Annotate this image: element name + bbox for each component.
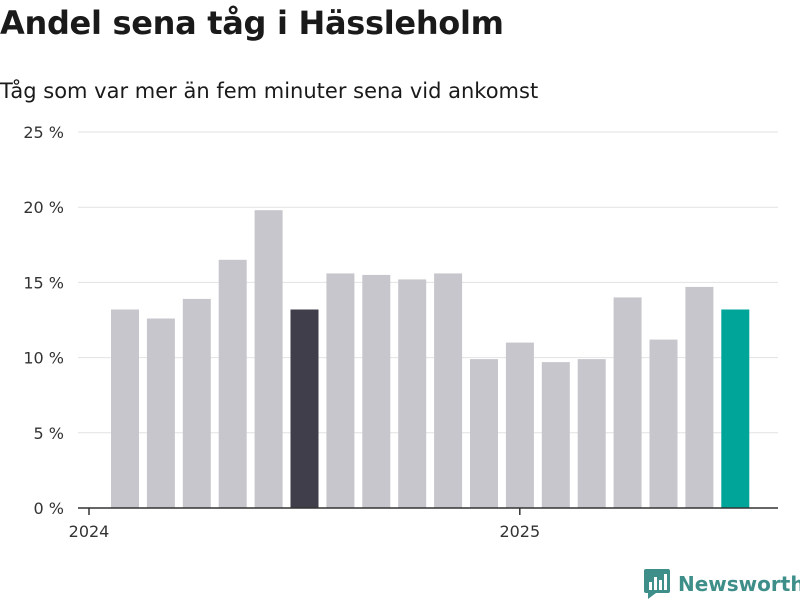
y-tick-label: 5 % xyxy=(34,424,64,443)
y-axis-labels: 0 % 5 % 10 % 15 % 20 % 25 % xyxy=(23,123,64,518)
bar-2025-01 xyxy=(541,362,570,508)
chart-title: Andel sena tåg i Hässleholm xyxy=(0,4,504,42)
bar-2025-06 xyxy=(721,309,750,508)
bar-2024-02 xyxy=(146,318,175,508)
bar-2024-09 xyxy=(398,279,427,508)
newsworthy-logo: Newsworthy xyxy=(644,569,800,599)
x-tick-label: 2025 xyxy=(499,522,540,541)
bar-2024-03 xyxy=(182,298,211,508)
bar-2024-10 xyxy=(434,273,463,508)
x-axis: 2024 2025 xyxy=(69,507,778,541)
bars xyxy=(111,210,750,508)
y-tick-label: 10 % xyxy=(23,349,64,368)
bar-2024-08 xyxy=(362,274,391,508)
y-tick-label: 15 % xyxy=(23,273,64,292)
bar-chart: 0 % 5 % 10 % 15 % 20 % 25 % 2024 2025 xyxy=(23,123,778,541)
x-tick-label: 2024 xyxy=(69,522,110,541)
newsworthy-chart-icon xyxy=(644,569,670,599)
bar-2024-11 xyxy=(470,359,498,508)
y-tick-label: 25 % xyxy=(23,123,64,142)
bar-2025-03 xyxy=(613,297,642,508)
bar-2024-05 xyxy=(254,210,283,508)
chart-subtitle: Tåg som var mer än fem minuter sena vid … xyxy=(0,79,539,103)
bar-2024-04 xyxy=(218,259,247,508)
bar-2025-04 xyxy=(649,339,678,508)
bar-2025-05 xyxy=(685,286,714,508)
bar-2024-07 xyxy=(326,273,355,508)
y-tick-label: 20 % xyxy=(23,198,64,217)
bar-2024-06 xyxy=(290,309,319,508)
bar-2024-01 xyxy=(111,309,139,508)
bar-2025-02 xyxy=(577,359,606,508)
brand-name: Newsworthy xyxy=(678,572,800,596)
bar-2024-12 xyxy=(505,342,534,508)
y-tick-label: 0 % xyxy=(34,499,64,518)
